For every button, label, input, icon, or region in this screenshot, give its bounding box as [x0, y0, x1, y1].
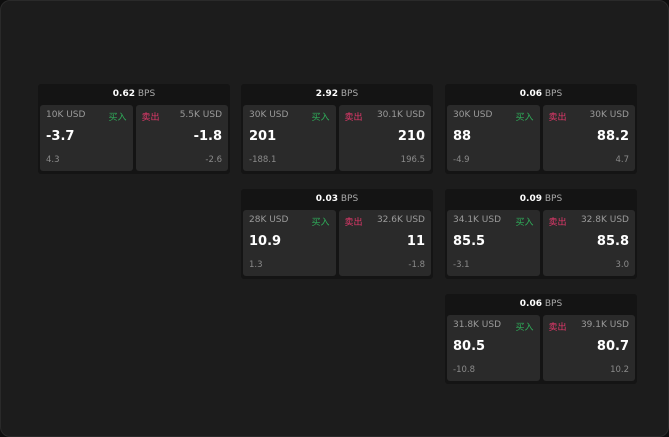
- quote-card: 2.92 BPS 30K USD 买入 201 -188.1 卖出 30.1K US…: [241, 84, 433, 174]
- buy-label: 买入: [311, 218, 330, 228]
- buy-size: 30K USD: [453, 110, 493, 120]
- spread-header: 0.09 BPS: [445, 189, 637, 210]
- quote-card: 0.03 BPS 28K USD 买入 10.9 1.3 卖出 32.6K USD …: [241, 189, 433, 279]
- buy-panel[interactable]: 30K USD 买入 88 -4.9: [447, 105, 540, 171]
- buy-price: 80.5: [453, 339, 486, 354]
- spread-header: 0.06 BPS: [445, 84, 637, 105]
- spread-value: 0.62: [112, 89, 135, 99]
- quote-card: 0.62 BPS 10K USD 买入 -3.7 4.3 卖出 5.5K USD -…: [38, 84, 230, 174]
- sell-label: 卖出: [141, 113, 160, 123]
- buy-price: -3.7: [46, 129, 75, 144]
- sell-change: 3.0: [615, 260, 629, 270]
- spread-value: 0.03: [315, 194, 338, 204]
- spread-header: 2.92 BPS: [241, 84, 433, 105]
- sell-label: 卖出: [548, 218, 567, 228]
- sell-size: 39.1K USD: [580, 320, 629, 330]
- sell-price: -1.8: [193, 129, 222, 144]
- sell-panel[interactable]: 卖出 39.1K USD 80.7 10.2: [542, 315, 635, 381]
- sell-panel[interactable]: 卖出 5.5K USD -1.8 -2.6: [135, 105, 228, 171]
- sell-label: 卖出: [548, 323, 567, 333]
- spread-value: 0.06: [519, 299, 542, 309]
- buy-panel[interactable]: 30K USD 买入 201 -188.1: [243, 105, 336, 171]
- sell-price: 11: [406, 234, 425, 249]
- sell-price: 88.2: [596, 129, 629, 144]
- buy-label: 买入: [515, 323, 534, 333]
- spread-value: 2.92: [315, 89, 338, 99]
- sell-price: 210: [397, 129, 425, 144]
- sell-panel[interactable]: 卖出 32.6K USD 11 -1.8: [338, 210, 431, 276]
- buy-change: 1.3: [249, 260, 263, 270]
- buy-price: 10.9: [249, 234, 282, 249]
- sell-size: 30K USD: [589, 110, 629, 120]
- spread-unit: BPS: [340, 194, 359, 204]
- buy-label: 买入: [515, 218, 534, 228]
- spread-unit: BPS: [340, 89, 359, 99]
- spread-unit: BPS: [544, 89, 563, 99]
- sell-panel[interactable]: 卖出 30K USD 88.2 4.7: [542, 105, 635, 171]
- sell-price: 85.8: [596, 234, 629, 249]
- sell-change: 4.7: [615, 155, 629, 165]
- buy-size: 31.8K USD: [453, 320, 502, 330]
- sell-label: 卖出: [344, 113, 363, 123]
- spread-unit: BPS: [544, 194, 563, 204]
- quote-card: 0.06 BPS 30K USD 买入 88 -4.9 卖出 30K USD 88.…: [445, 84, 637, 174]
- buy-price: 201: [249, 129, 277, 144]
- spread-header: 0.03 BPS: [241, 189, 433, 210]
- buy-change: -10.8: [453, 365, 475, 375]
- buy-size: 10K USD: [46, 110, 86, 120]
- sell-change: 196.5: [400, 155, 425, 165]
- quote-card: 0.06 BPS 31.8K USD 买入 80.5 -10.8 卖出 39.1K …: [445, 294, 637, 384]
- buy-change: -188.1: [249, 155, 277, 165]
- buy-change: -3.1: [453, 260, 470, 270]
- sell-size: 32.8K USD: [580, 215, 629, 225]
- buy-panel[interactable]: 10K USD 买入 -3.7 4.3: [40, 105, 133, 171]
- spread-header: 0.06 BPS: [445, 294, 637, 315]
- buy-price: 88: [453, 129, 472, 144]
- buy-label: 买入: [515, 113, 534, 123]
- sell-change: -1.8: [408, 260, 425, 270]
- buy-label: 买入: [311, 113, 330, 123]
- sell-change: -2.6: [205, 155, 222, 165]
- buy-panel[interactable]: 28K USD 买入 10.9 1.3: [243, 210, 336, 276]
- buy-label: 买入: [108, 113, 127, 123]
- buy-change: 4.3: [46, 155, 60, 165]
- buy-size: 30K USD: [249, 110, 289, 120]
- sell-size: 32.6K USD: [376, 215, 425, 225]
- sell-label: 卖出: [344, 218, 363, 228]
- spread-header: 0.62 BPS: [38, 84, 230, 105]
- sell-change: 10.2: [610, 365, 629, 375]
- quote-card: 0.09 BPS 34.1K USD 买入 85.5 -3.1 卖出 32.8K U…: [445, 189, 637, 279]
- sell-size: 5.5K USD: [179, 110, 222, 120]
- spread-unit: BPS: [137, 89, 156, 99]
- buy-size: 34.1K USD: [453, 215, 502, 225]
- spread-value: 0.09: [519, 194, 542, 204]
- buy-size: 28K USD: [249, 215, 289, 225]
- buy-price: 85.5: [453, 234, 486, 249]
- spread-value: 0.06: [519, 89, 542, 99]
- sell-panel[interactable]: 卖出 30.1K USD 210 196.5: [338, 105, 431, 171]
- sell-label: 卖出: [548, 113, 567, 123]
- sell-size: 30.1K USD: [376, 110, 425, 120]
- sell-price: 80.7: [596, 339, 629, 354]
- buy-panel[interactable]: 31.8K USD 买入 80.5 -10.8: [447, 315, 540, 381]
- buy-change: -4.9: [453, 155, 470, 165]
- spread-unit: BPS: [544, 299, 563, 309]
- sell-panel[interactable]: 卖出 32.8K USD 85.8 3.0: [542, 210, 635, 276]
- buy-panel[interactable]: 34.1K USD 买入 85.5 -3.1: [447, 210, 540, 276]
